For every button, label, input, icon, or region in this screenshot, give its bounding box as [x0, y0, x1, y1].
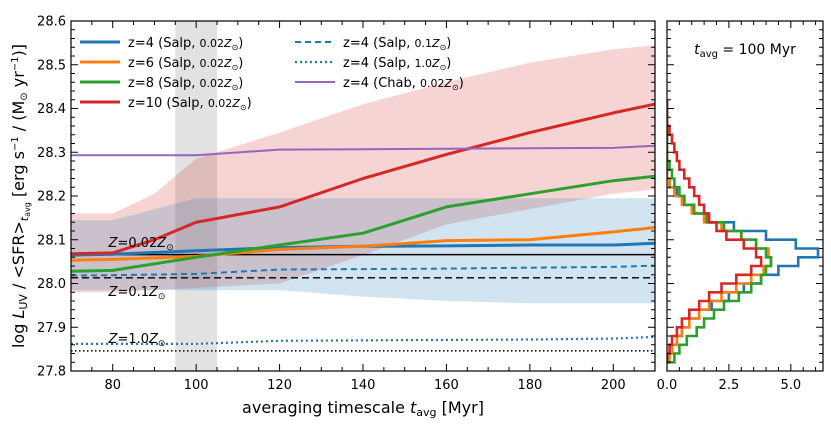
y-axis-label: log LUV / <SFR>tavg [erg s−1 / (M⊙ yr−1)…	[9, 44, 32, 348]
x-axis-label-text: averaging timescale	[242, 398, 410, 417]
y-tick-label: 28.1	[37, 233, 66, 248]
y-tick-label: 27.8	[37, 365, 66, 380]
histogram-z10	[667, 99, 763, 363]
averaging-window-band	[175, 21, 217, 371]
x-axis-label: averaging timescale tavg [Myr]	[242, 398, 484, 419]
y-tick-label: 28.3	[37, 146, 66, 161]
x-axis-label-var: t	[410, 398, 417, 417]
y-tick-label: 28.0	[37, 277, 66, 292]
y-tick-label: 27.9	[37, 321, 66, 336]
hist-x-tick-label: 5.0	[780, 378, 801, 393]
hist-x-tick-label: 2.5	[719, 378, 740, 393]
y-tick-label: 28.2	[37, 190, 66, 205]
x-axis-label-sub: avg	[416, 406, 436, 419]
legend-label-4: z=4 (Salp, 0.1Z⊙)	[343, 36, 451, 52]
legend: z=4 (Salp, 0.02Z⊙) z=6 (Salp, 0.02Z⊙) z=8 …	[80, 36, 464, 112]
histogram-z6	[667, 99, 773, 364]
legend-label-2: z=8 (Salp, 0.02Z⊙)	[128, 76, 243, 92]
x-tick-label: 200	[601, 378, 626, 393]
x-tick-label: 180	[517, 378, 542, 393]
series-line-3	[71, 102, 655, 256]
series-line-6	[71, 144, 655, 157]
uncertainty-band-1	[71, 198, 655, 304]
y-tick-label: 28.5	[37, 58, 66, 73]
legend-label-1: z=6 (Salp, 0.02Z⊙)	[128, 56, 243, 72]
series-line-4	[71, 264, 655, 277]
series-line-2	[71, 174, 655, 273]
x-axis-label-unit: [Myr]	[437, 398, 484, 417]
x-tick-label: 80	[104, 378, 121, 393]
y-tick-label: 28.4	[37, 102, 66, 117]
hist-x-tick-label: 0.0	[657, 378, 678, 393]
series-line-1	[71, 226, 655, 262]
y-tick-label: 28.6	[37, 15, 66, 30]
main-chart: 80 100 120 140 160 180 200 27.8 27.9 28.0 28.1 28.2…	[9, 15, 656, 419]
x-tick-label: 140	[351, 378, 376, 393]
legend-label-0: z=4 (Salp, 0.02Z⊙)	[128, 36, 243, 52]
x-tick-label: 100	[184, 378, 209, 393]
x-tick-label: 160	[434, 378, 459, 393]
histogram-chart: 0.0 2.5 5.0 tavg = 100 Myr	[657, 20, 824, 393]
reference-label-0: Z=0.02Z⊙	[108, 236, 174, 253]
x-tick-label: 120	[267, 378, 292, 393]
reference-label-2: Z=1.0Z⊙	[108, 332, 166, 349]
reference-label-1: Z=0.1Z⊙	[108, 285, 166, 302]
legend-label-5: z=4 (Salp, 1.0Z⊙)	[343, 56, 451, 72]
uncertainty-band-0	[71, 45, 655, 293]
legend-label-6: z=4 (Chab, 0.02Z⊙)	[343, 76, 464, 92]
legend-label-3: z=10 (Salp, 0.02Z⊙)	[128, 96, 252, 112]
hist-annotation: tavg = 100 Myr	[694, 42, 796, 60]
